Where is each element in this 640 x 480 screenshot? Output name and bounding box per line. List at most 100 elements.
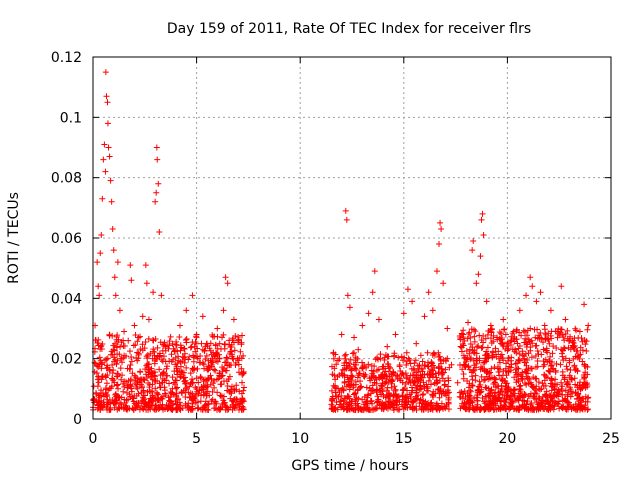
data-point-cluster [387, 364, 394, 371]
data-point-cluster [400, 386, 407, 393]
data-point-cluster [510, 392, 517, 399]
data-point-cluster [132, 342, 139, 349]
data-point-cluster [117, 365, 124, 372]
data-point-cluster [483, 358, 490, 365]
data-point-cluster [237, 348, 244, 355]
data-point [104, 120, 111, 127]
data-point-cluster [471, 395, 478, 402]
data-point-cluster [231, 404, 238, 411]
axis-ticks [92, 56, 612, 420]
data-point-cluster [577, 344, 584, 351]
data-point-cluster [155, 406, 162, 413]
data-point [158, 292, 165, 299]
data-point-cluster [348, 372, 355, 379]
data-point-cluster [406, 403, 413, 410]
data-point-cluster [513, 376, 520, 383]
data-point-cluster [192, 384, 199, 391]
data-point-cluster [339, 367, 346, 374]
data-point-cluster [343, 406, 350, 413]
data-point-cluster [439, 375, 446, 382]
data-point-cluster [490, 380, 497, 387]
data-point-cluster [202, 376, 209, 383]
data-point-cluster [96, 354, 103, 361]
data-point-cluster [542, 335, 549, 342]
data-point-cluster [209, 355, 216, 362]
data-point-cluster [563, 406, 570, 413]
data-point [177, 322, 184, 329]
data-point-cluster [204, 388, 211, 395]
data-point-cluster [484, 344, 491, 351]
data-point-cluster [498, 388, 505, 395]
data-point-cluster [167, 393, 174, 400]
data-point-cluster [127, 381, 134, 388]
data-point-cluster [362, 405, 369, 412]
data-point-cluster [574, 367, 581, 374]
data-point-cluster [522, 391, 529, 398]
data-point-cluster [219, 401, 226, 408]
data-point-cluster [134, 404, 141, 411]
data-point-cluster [471, 350, 478, 357]
data-point [355, 346, 362, 353]
data-point-cluster [332, 406, 339, 413]
data-point-cluster [574, 354, 581, 361]
data-point [110, 247, 117, 254]
data-point-cluster [553, 360, 560, 367]
data-point-cluster [123, 405, 130, 412]
data-point-cluster [487, 404, 494, 411]
data-point-cluster [516, 383, 523, 390]
data-point [384, 343, 391, 350]
data-point [558, 283, 565, 290]
data-point-cluster [411, 367, 418, 374]
data-point-cluster [477, 404, 484, 411]
data-point-cluster [361, 373, 368, 380]
data-point-cluster [166, 338, 173, 345]
data-point-cluster [128, 354, 135, 361]
data-point [156, 228, 163, 235]
data-point-cluster [434, 379, 441, 386]
data-point-cluster [227, 349, 234, 356]
data-point [210, 349, 217, 356]
data-point-cluster [230, 385, 237, 392]
data-point-cluster [166, 380, 173, 387]
data-point-cluster [390, 404, 397, 411]
data-point-cluster [529, 383, 536, 390]
data-point-cluster [217, 392, 224, 399]
data-point-cluster [582, 402, 589, 409]
data-point [97, 250, 104, 257]
data-point [541, 322, 548, 329]
data-point-cluster [138, 384, 145, 391]
data-point-cluster [352, 357, 359, 364]
data-point [365, 310, 372, 317]
data-point-cluster [391, 352, 398, 359]
data-point-cluster [138, 389, 145, 396]
data-point-cluster [492, 384, 499, 391]
y-tick-label: 0.04 [51, 291, 82, 307]
data-point-cluster [512, 346, 519, 353]
data-point-cluster [516, 351, 523, 358]
data-point-cluster [417, 377, 424, 384]
data-point-cluster [189, 376, 196, 383]
data-point-cluster [579, 358, 586, 365]
data-point-cluster [369, 382, 376, 389]
data-point-cluster [466, 350, 473, 357]
data-point-cluster [160, 369, 167, 376]
data-point-cluster [368, 387, 375, 394]
data-point-cluster [359, 396, 366, 403]
data-point-cluster [220, 331, 227, 338]
data-point-cluster [546, 358, 553, 365]
data-point-cluster [363, 364, 370, 371]
data-point-cluster [519, 348, 526, 355]
data-point-cluster [354, 374, 361, 381]
data-point-cluster [134, 338, 141, 345]
data-point-cluster [122, 353, 129, 360]
data-point-cluster [487, 397, 494, 404]
data-point [220, 307, 227, 314]
data-point-cluster [549, 366, 556, 373]
data-point-cluster [212, 367, 219, 374]
data-point-cluster [240, 387, 247, 394]
data-point-cluster [420, 390, 427, 397]
data-point-cluster [392, 387, 399, 394]
data-point [104, 99, 111, 106]
data-point-cluster [480, 339, 487, 346]
data-point-cluster [540, 339, 547, 346]
